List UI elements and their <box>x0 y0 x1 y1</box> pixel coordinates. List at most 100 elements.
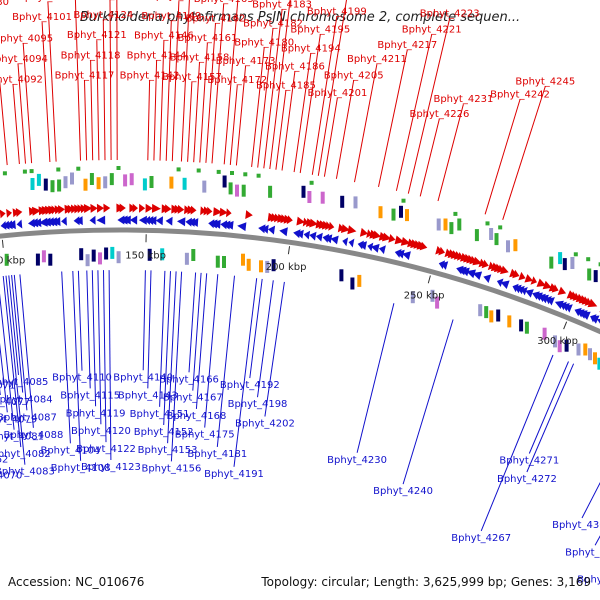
leader-line <box>17 63 26 164</box>
feature-block <box>96 177 101 190</box>
leader-line <box>163 271 171 426</box>
gene-arrow <box>213 207 223 217</box>
gene-arrow <box>540 294 549 304</box>
gene-arrow <box>547 297 555 306</box>
feature-block <box>50 180 55 193</box>
gene-arrow <box>296 229 304 239</box>
gene-label: Bphyt_4102 <box>18 0 78 3</box>
gene-arrow <box>587 298 598 308</box>
feature-dot <box>309 180 314 185</box>
gene-label: Bphyt_4226 <box>409 109 469 120</box>
feature-block <box>70 172 74 185</box>
leader-line <box>192 272 202 391</box>
gene-arrow <box>90 203 98 213</box>
scale-tick <box>563 321 568 330</box>
gene-label: Bphyt_4084 <box>0 395 53 406</box>
feature-block <box>494 233 499 246</box>
gene-arrow <box>483 274 492 283</box>
gene-label: Bphyt_4125 <box>80 0 140 1</box>
gene-arrow <box>190 205 197 215</box>
gene-label: Bphyt_4245 <box>515 76 575 87</box>
gene-arrow <box>534 292 543 301</box>
gene-arrow <box>514 284 522 294</box>
gene-arrow <box>30 218 39 228</box>
gene-arrow <box>330 235 339 245</box>
feature-block <box>41 250 46 263</box>
gene-arrow <box>565 304 573 313</box>
gene-label: Bphyt_4146 <box>134 31 194 42</box>
feature-block <box>307 191 312 203</box>
feature-block <box>79 248 84 261</box>
leader-line <box>419 118 440 197</box>
gene-label: Bphyt_4143 <box>118 390 178 401</box>
leader-line <box>395 34 433 191</box>
gene-arrow <box>280 214 288 224</box>
gene-label: Bphyt_4140 <box>113 372 173 383</box>
feature-block <box>57 179 62 192</box>
feature-block <box>553 335 557 348</box>
scale-tick <box>1 239 4 248</box>
feature-block <box>83 178 88 191</box>
feature-block <box>30 178 35 190</box>
gene-label: Bphyt_4119 <box>66 408 126 419</box>
feature-block <box>513 239 518 252</box>
gene-arrow <box>303 230 311 240</box>
leader-line <box>264 281 285 417</box>
gene-label: Bphyt_4088 <box>3 430 63 441</box>
leader-line <box>2 275 22 448</box>
leader-line <box>223 0 239 165</box>
gene-arrow <box>52 217 61 226</box>
scale-tick <box>427 275 431 284</box>
gene-arrow <box>155 216 163 226</box>
feature-block <box>271 259 276 272</box>
gene-arrow <box>225 220 234 230</box>
gene-arrow <box>15 208 23 217</box>
gene-arrow <box>309 231 317 241</box>
feature-block <box>378 206 383 219</box>
gene-arrow <box>200 206 206 216</box>
feature-dot <box>230 171 234 175</box>
gene-arrow <box>279 227 288 237</box>
gene-label: Bphyt_4162 <box>186 13 246 24</box>
leader-line <box>195 273 208 409</box>
gene-arrow <box>165 216 173 226</box>
gene-label: Bphyt_4311 <box>565 547 600 558</box>
feature-dot <box>598 262 600 267</box>
feature-block <box>435 296 440 309</box>
leader-line <box>323 97 338 177</box>
scale-label-300: 300 kbp <box>537 336 578 347</box>
feature-block <box>506 240 510 253</box>
gene-arrow <box>184 205 191 215</box>
gene-arrow <box>58 205 65 215</box>
gene-label: Bphyt_4183 <box>252 0 312 10</box>
feature-block <box>116 251 121 264</box>
feature-block <box>593 352 597 365</box>
gene-arrow <box>219 207 228 217</box>
gene-arrow <box>461 267 470 277</box>
scale-label-100: 100 kbp <box>0 256 25 267</box>
leader-line <box>293 53 312 173</box>
gene-arrow <box>456 252 464 261</box>
gene-arrow <box>89 215 96 225</box>
gene-label: Bphyt_4115 <box>60 390 120 401</box>
gene-label: Bphyt_4322 <box>577 575 600 586</box>
feature-block <box>519 319 524 332</box>
gene-arrow <box>103 203 111 213</box>
gene-arrow <box>388 234 396 243</box>
gene-arrow <box>274 213 281 223</box>
leader-line <box>211 3 225 164</box>
gene-arrow <box>496 278 504 287</box>
gene-arrow <box>129 215 138 225</box>
gene-arrow <box>164 204 172 214</box>
gene-arrow <box>267 225 276 235</box>
leader-line <box>12 84 20 165</box>
gene-label: Bphyt_4108 <box>51 463 111 474</box>
gene-arrow <box>524 274 534 283</box>
feature-block <box>182 177 187 190</box>
gene-label: Bphyt_4079 <box>0 414 37 425</box>
feature-block <box>443 218 448 231</box>
gene-label: Bphyt_4186 <box>265 61 325 72</box>
feature-dot <box>401 198 406 203</box>
